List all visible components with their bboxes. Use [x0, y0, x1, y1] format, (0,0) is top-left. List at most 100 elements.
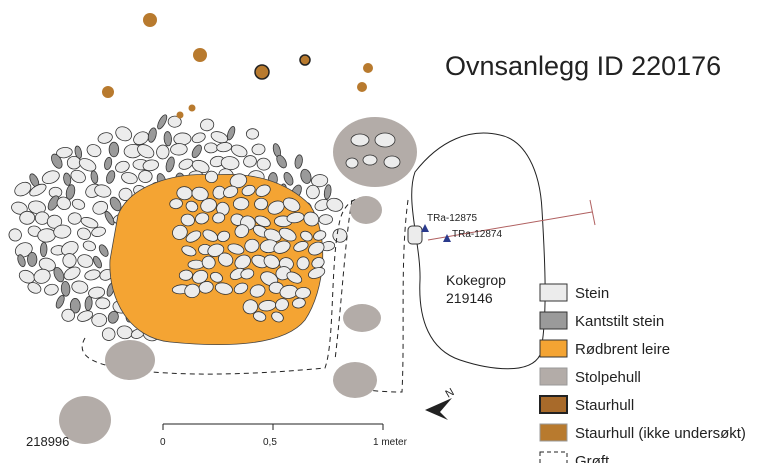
north-arrow: N — [425, 386, 456, 420]
stone — [172, 224, 188, 240]
stone — [275, 298, 289, 312]
stone — [14, 181, 32, 197]
stone — [77, 254, 94, 268]
stone — [8, 228, 22, 242]
stone — [243, 155, 257, 168]
stone — [195, 212, 210, 225]
stone — [29, 183, 47, 197]
edge-stone — [104, 156, 113, 171]
section-line — [427, 211, 593, 241]
stone — [84, 269, 101, 281]
stone — [137, 144, 155, 159]
edge-stone — [105, 170, 116, 184]
stone — [78, 158, 97, 172]
stone — [234, 254, 251, 270]
post-hole — [350, 196, 382, 224]
stone — [77, 310, 94, 322]
stone — [230, 144, 248, 158]
legend-swatch — [539, 395, 568, 414]
stone — [326, 197, 344, 212]
legend-swatch — [539, 423, 568, 442]
stone — [249, 284, 266, 298]
stone — [204, 142, 218, 154]
pit-label: Kokegrop — [446, 272, 506, 288]
stone — [308, 267, 326, 279]
edge-stone — [323, 184, 332, 200]
stone — [223, 185, 239, 198]
legend-swatch — [539, 451, 568, 463]
stone — [313, 230, 327, 241]
ditch — [334, 199, 409, 393]
stone — [303, 211, 320, 227]
stone — [97, 132, 113, 144]
stone — [187, 259, 205, 270]
stone — [332, 228, 348, 243]
stone — [210, 271, 223, 283]
scale-bar — [162, 423, 384, 430]
legend-label: Stolpehull — [575, 369, 641, 386]
stone — [273, 240, 291, 254]
stone — [63, 266, 81, 281]
edge-stone — [93, 255, 102, 269]
edge-stone — [60, 280, 71, 297]
stone — [61, 308, 75, 322]
stone — [27, 282, 42, 294]
stone — [56, 146, 73, 159]
stone — [178, 269, 193, 281]
stone — [308, 241, 325, 256]
stone — [191, 186, 209, 202]
legend-swatch — [539, 311, 568, 330]
edge-stone — [226, 126, 236, 141]
legend-label: Staurhull — [575, 397, 634, 414]
stone — [253, 311, 267, 322]
stone — [53, 224, 72, 239]
edge-stone — [147, 127, 157, 143]
stone — [181, 245, 197, 257]
stone — [170, 143, 188, 156]
stone — [44, 283, 59, 296]
scale-label: 0 — [160, 437, 166, 448]
title: Ovnsanlegg ID 220176 — [445, 51, 721, 81]
stone — [216, 142, 233, 153]
stone — [173, 132, 192, 146]
ditch — [81, 196, 373, 375]
stone — [202, 229, 219, 242]
stone — [156, 144, 170, 160]
post-hole — [333, 117, 417, 187]
stone — [311, 174, 329, 188]
legend-label: Grøft — [575, 453, 610, 463]
stones-on-clay — [169, 170, 327, 323]
stone — [80, 217, 99, 229]
stone — [101, 327, 116, 341]
stone — [95, 297, 111, 310]
stone — [293, 241, 309, 252]
stone — [242, 299, 259, 315]
stone — [86, 144, 102, 158]
stone — [94, 184, 112, 198]
stone — [251, 143, 266, 156]
stone — [71, 280, 89, 294]
stone — [82, 240, 96, 252]
stone — [92, 200, 108, 215]
stone — [229, 173, 248, 189]
edge-stone — [294, 154, 303, 169]
post-hole — [343, 304, 381, 332]
stone — [67, 212, 82, 225]
stone — [241, 184, 256, 197]
stone — [212, 212, 226, 224]
stone — [41, 170, 60, 185]
stone — [133, 131, 149, 146]
stone — [234, 224, 250, 238]
stone — [271, 311, 284, 323]
edge-stone — [63, 172, 72, 186]
stone — [191, 132, 206, 144]
legend-label: Rødbrent leire — [575, 341, 670, 358]
stone — [180, 213, 195, 227]
stone — [91, 313, 108, 327]
stone — [300, 230, 313, 242]
edge-stone — [17, 254, 26, 268]
stone — [116, 325, 133, 340]
stone — [201, 255, 216, 270]
stone — [306, 184, 320, 200]
